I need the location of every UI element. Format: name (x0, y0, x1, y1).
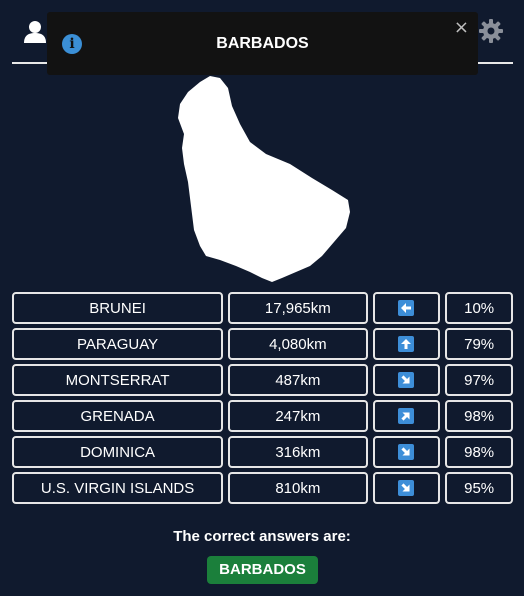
guess-proximity-percent: 98% (445, 400, 514, 432)
guess-proximity-percent: 95% (445, 472, 514, 504)
guess-direction (372, 364, 441, 396)
guess-direction (372, 328, 441, 360)
guess-direction (372, 472, 441, 504)
info-icon: i (62, 34, 82, 54)
country-silhouette (178, 76, 350, 282)
guess-country-name: U.S. VIRGIN ISLANDS (12, 472, 224, 504)
direction-arrow-icon (398, 444, 415, 460)
correct-answer-badge: BARBADOS (207, 556, 318, 584)
guess-row: MONTSERRAT 487km 97% (12, 364, 514, 396)
direction-arrow-icon (398, 408, 415, 424)
guess-country-name: PARAGUAY (12, 328, 224, 360)
guess-proximity-percent: 98% (445, 436, 514, 468)
guess-direction (372, 292, 441, 324)
guess-row: BRUNEI 17,965km 10% (12, 292, 514, 324)
guess-direction (372, 436, 441, 468)
guess-row: DOMINICA 316km 98% (12, 436, 514, 468)
guess-table: BRUNEI 17,965km 10% PARAGUAY 4,080km 79% MONTS… (12, 292, 514, 508)
correct-answers-label: The correct answers are: (173, 528, 351, 545)
guess-country-name: GRENADA (12, 400, 224, 432)
guess-row: PARAGUAY 4,080km 79% (12, 328, 514, 360)
direction-arrow-icon (398, 336, 415, 352)
guess-proximity-percent: 79% (445, 328, 514, 360)
guess-distance: 247km (228, 400, 368, 432)
guess-distance: 17,965km (228, 292, 368, 324)
guess-country-name: MONTSERRAT (12, 364, 224, 396)
guess-country-name: DOMINICA (12, 436, 224, 468)
guess-row: GRENADA 247km 98% (12, 400, 514, 432)
guess-direction (372, 400, 441, 432)
direction-arrow-icon (398, 372, 415, 388)
gear-icon[interactable] (479, 19, 503, 43)
guess-distance: 810km (228, 472, 368, 504)
guess-proximity-percent: 10% (445, 292, 514, 324)
guess-distance: 4,080km (228, 328, 368, 360)
guess-proximity-percent: 97% (445, 364, 514, 396)
user-icon[interactable] (24, 20, 46, 44)
direction-arrow-icon (398, 300, 415, 316)
toast-title: BARBADOS (216, 35, 309, 52)
direction-arrow-icon (398, 480, 415, 496)
guess-distance: 316km (228, 436, 368, 468)
close-icon[interactable]: × (453, 17, 469, 38)
toast-notification: i BARBADOS × (47, 12, 478, 75)
guess-row: U.S. VIRGIN ISLANDS 810km 95% (12, 472, 514, 504)
guess-distance: 487km (228, 364, 368, 396)
guess-country-name: BRUNEI (12, 292, 224, 324)
